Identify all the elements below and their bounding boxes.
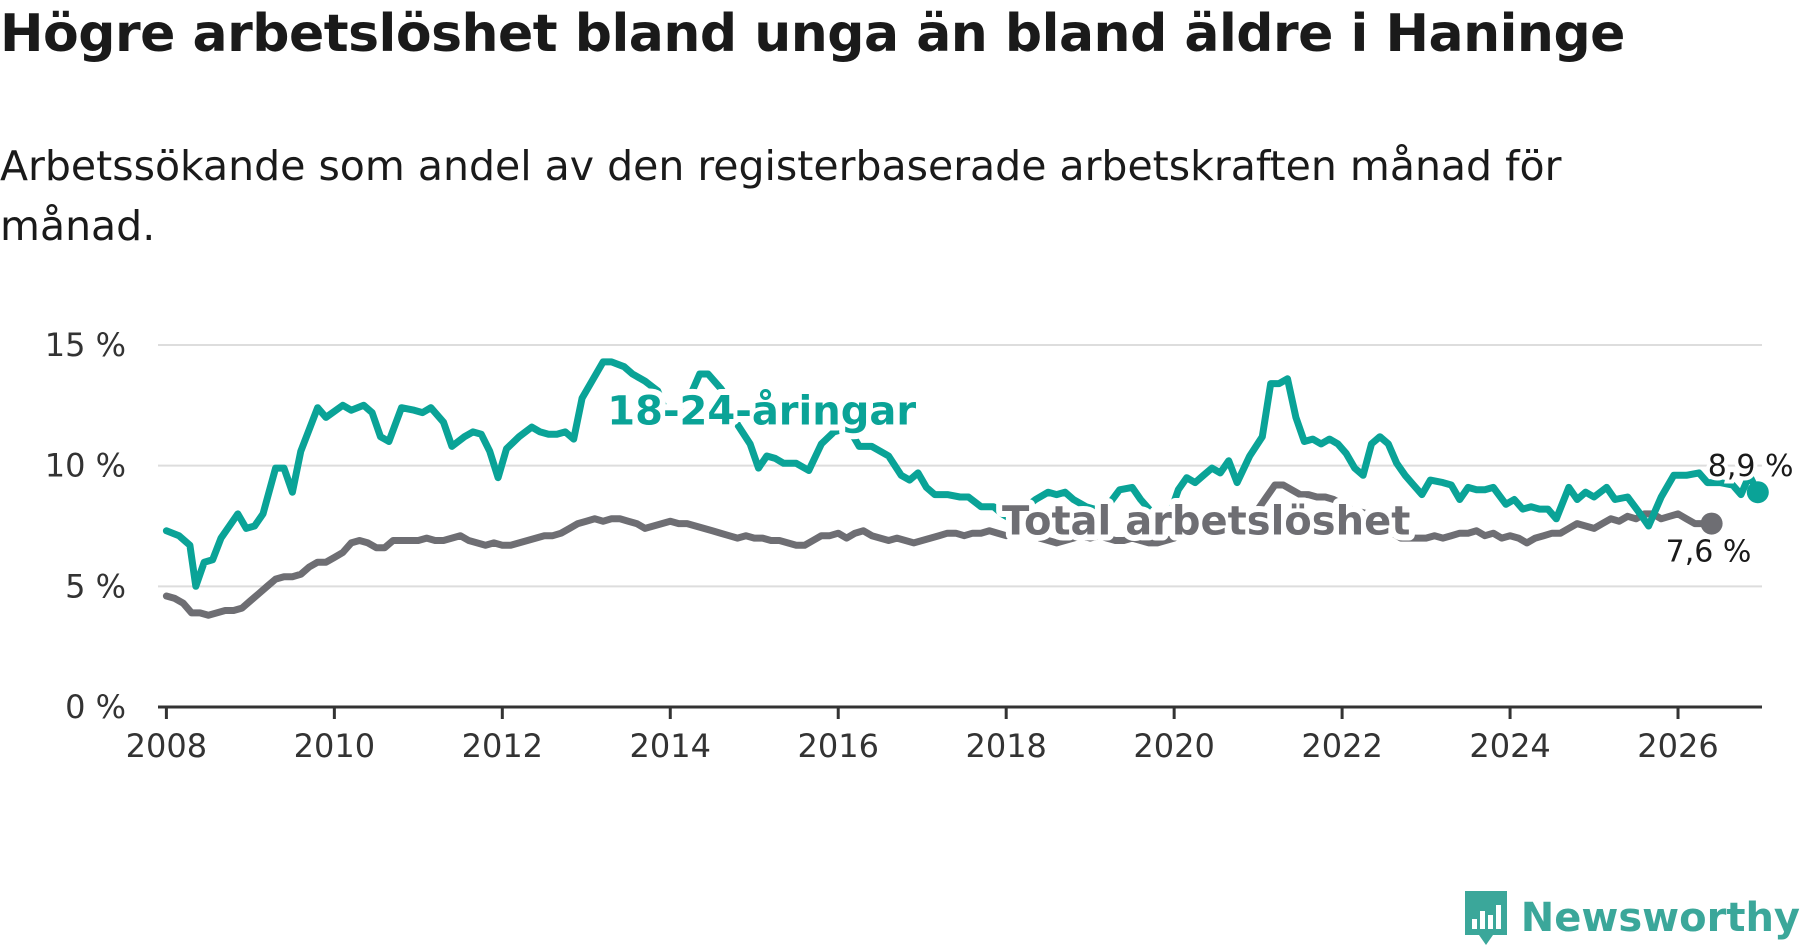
series-label-youth: 18-24-åringar <box>607 388 916 435</box>
axis-layer: 0 % 5 % 10 % 15 % 2008 2010 2012 2014 2016 2018 20… <box>45 326 1762 765</box>
newsworthy-logo-icon <box>1464 891 1507 945</box>
y-tick-label: 15 % <box>45 326 126 364</box>
grid-layer <box>158 344 1762 588</box>
x-tick-label: 2022 <box>1301 727 1382 765</box>
x-tick-label: 2020 <box>1133 727 1214 765</box>
chart-title: Högre arbetslöshet bland unga än bland ä… <box>0 4 1625 64</box>
brand-logo: Newsworthy <box>1463 888 1800 948</box>
end-value-label-youth: 8,9 % <box>1708 449 1794 484</box>
series-endpoint-youth <box>1746 481 1769 504</box>
series-label-total: Total arbetslöshet <box>1002 498 1410 544</box>
chart-subtitle: Arbetssökande som andel av den registerb… <box>0 142 1562 250</box>
y-tick-label: 10 % <box>45 447 126 485</box>
x-tick-label: 2014 <box>630 727 711 765</box>
x-tick-label: 2026 <box>1637 727 1718 765</box>
x-tick-label: 2008 <box>126 727 207 765</box>
x-tick-label: 2018 <box>965 727 1046 765</box>
x-tick-label: 2016 <box>798 727 879 765</box>
x-tick-label: 2024 <box>1469 727 1550 765</box>
series-layer <box>162 358 1769 619</box>
x-tick-label: 2012 <box>462 727 543 765</box>
series-line-youth <box>162 358 1762 590</box>
label-layer: 18-24-åringar Total arbetslöshet 8,9 % 7… <box>601 382 1797 574</box>
x-tick-label: 2010 <box>294 727 375 765</box>
series-endpoint-total <box>1700 512 1723 535</box>
line-chart: 0 % 5 % 10 % 15 % 2008 2010 2012 2014 2016 2018 20… <box>45 326 1798 765</box>
y-tick-label: 5 % <box>65 567 126 605</box>
y-tick-label: 0 % <box>65 688 126 726</box>
brand-name: Newsworthy <box>1520 895 1800 941</box>
series-line-total <box>162 481 1716 619</box>
end-value-label-total: 7,6 % <box>1666 535 1752 570</box>
